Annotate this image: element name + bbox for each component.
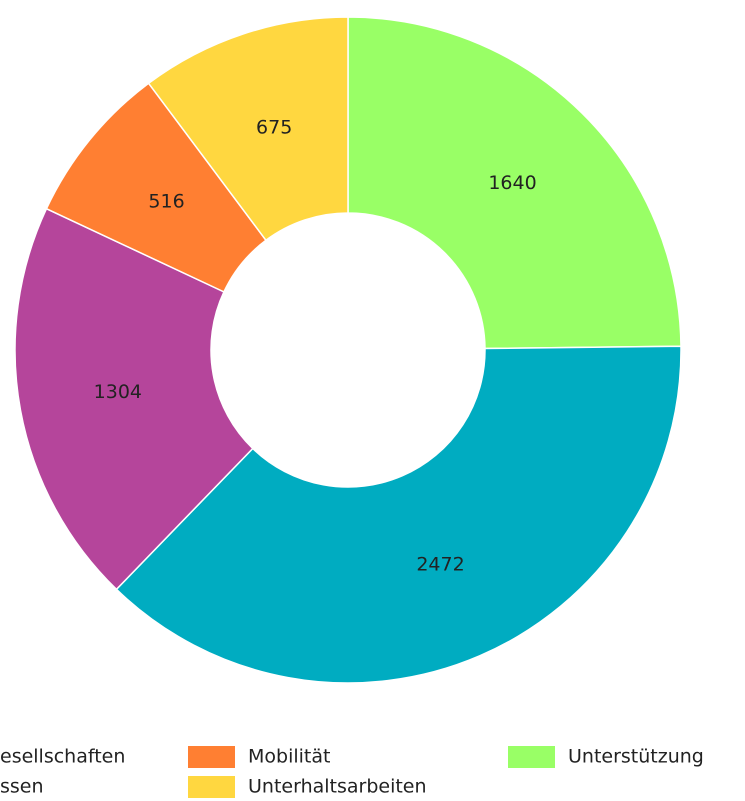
legend-label: esellschaften [0, 746, 125, 768]
legend-label: Unterhaltsarbeiten [248, 776, 427, 798]
slice-label: 1640 [488, 172, 536, 194]
slice-label: 516 [148, 191, 184, 213]
legend-label: ssen [0, 776, 44, 798]
slice [147, 16, 349, 242]
slice [347, 16, 682, 350]
legend-label: Mobilität [248, 746, 330, 768]
legend-swatch [188, 746, 235, 768]
legend-label: Unterstützung [568, 746, 704, 768]
slice-label: 675 [256, 116, 292, 138]
slice [14, 207, 254, 591]
slice [115, 345, 682, 684]
legend-swatch [508, 746, 555, 768]
slice-label: 2472 [416, 553, 464, 575]
legend-swatch [188, 776, 235, 798]
slice-label: 1304 [94, 381, 142, 403]
